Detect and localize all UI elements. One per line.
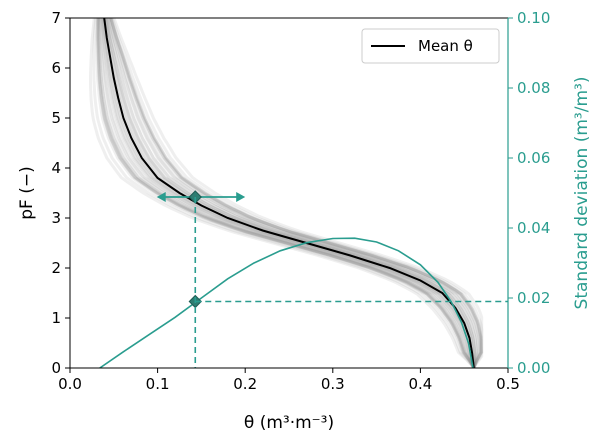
right-y-tick-label: 0.10 [517,9,550,27]
left-y-axis-ticks: 0 1 2 3 4 5 6 7 [51,9,70,377]
ensemble-curve [106,18,479,368]
x-tick-label: 0.2 [233,375,257,393]
ensemble-curve [103,18,476,368]
ensemble-curve [104,18,477,368]
ensemble-curve [112,18,484,368]
ensemble-curve [101,18,476,368]
uncertainty-arrow-head-right [236,192,246,202]
ensemble-curve [96,18,476,368]
left-y-tick-label: 4 [51,159,61,177]
ensemble-curve [96,18,476,368]
ensemble-curve [100,18,476,368]
ensemble-curves [89,18,484,368]
axes: 0.0 0.1 0.2 0.3 0.4 0.5 0 1 2 3 4 5 6 7 0.00 0.02 0.04… [51,9,550,393]
right-y-tick-label: 0.02 [517,289,550,307]
x-axis-ticks: 0.0 0.1 0.2 0.3 0.4 0.5 [58,368,520,393]
x-axis-title: θ (m³·m⁻³) [244,413,334,433]
ensemble-curve [96,18,476,368]
right-y-axis-ticks: 0.00 0.02 0.04 0.06 0.08 0.10 [508,9,550,377]
ensemble-curve [108,18,482,368]
ensemble-curve [109,18,483,368]
ensemble-curve [109,18,483,368]
x-tick-label: 0.3 [321,375,345,393]
left-y-tick-label: 2 [51,259,61,277]
annotation-layer [156,190,508,368]
ensemble-curve [104,18,477,368]
left-y-tick-label: 7 [51,9,61,27]
left-y-axis-title: pF (−) [17,166,37,219]
ensemble-curve [96,18,476,368]
ensemble-curve [105,18,479,368]
ensemble-curve [92,18,476,368]
ensemble-curve [101,18,476,368]
right-y-tick-label: 0.06 [517,149,550,167]
left-y-tick-label: 1 [51,309,61,327]
right-y-tick-label: 0.04 [517,219,550,237]
x-tick-label: 0.1 [146,375,170,393]
right-y-tick-label: 0.08 [517,79,550,97]
right-y-axis-title: Standard deviation (m³/m³) [572,77,592,310]
left-y-tick-label: 5 [51,109,61,127]
ensemble-curve [98,18,476,368]
uncertainty-arrow-head-left [156,192,166,202]
ensemble-curve [97,18,476,368]
ensemble-curve [104,18,477,368]
legend: Mean θ [361,28,500,64]
ensemble-curve [109,18,483,368]
ensemble-curve [89,18,475,368]
left-y-tick-label: 0 [51,359,61,377]
x-tick-label: 0.5 [496,375,520,393]
right-y-tick-label: 0.00 [517,359,550,377]
x-tick-label: 0.0 [58,375,82,393]
x-tick-label: 0.4 [408,375,432,393]
mean-retention-curve [103,18,475,368]
ensemble-curve [98,18,476,368]
left-y-tick-label: 6 [51,59,61,77]
legend-box [361,28,500,64]
ensemble-curve [100,18,476,368]
ensemble-curve [110,18,484,368]
ensemble-curve [103,18,476,368]
ensemble-curve [97,18,476,368]
ensemble-curve [95,18,476,368]
ensemble-curve [109,18,483,368]
ensemble-curve [109,18,483,368]
left-y-tick-label: 3 [51,209,61,227]
legend-label-mean: Mean θ [418,37,473,55]
ensemble-curve [99,18,476,368]
